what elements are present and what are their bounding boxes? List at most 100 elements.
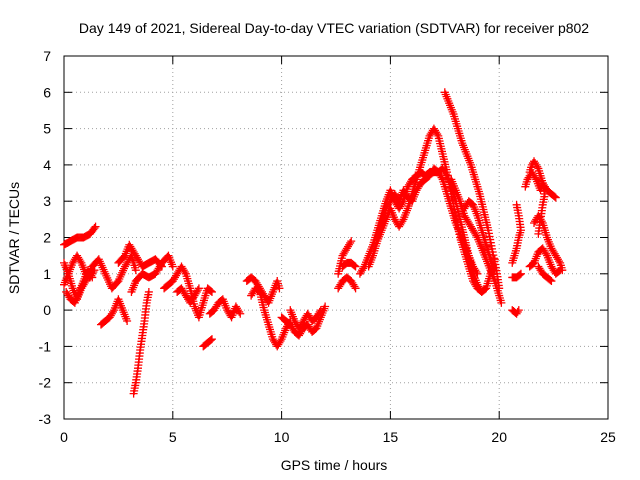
data-point: [533, 162, 542, 171]
data-point: [123, 316, 132, 325]
data-point: [513, 307, 522, 316]
series-arc-ae: [521, 168, 560, 202]
x-tick-label: 5: [169, 429, 177, 445]
y-tick-label: 6: [43, 84, 51, 100]
x-tick-label: 0: [60, 429, 68, 445]
data-point: [490, 266, 499, 275]
data-point: [119, 252, 128, 261]
data-point: [207, 287, 216, 296]
data-point: [472, 267, 481, 276]
data-point: [541, 249, 550, 258]
series-arc-ag: [534, 262, 556, 286]
series-arc-ac: [525, 244, 565, 278]
data-point: [398, 217, 407, 226]
data-point: [514, 306, 523, 315]
series-arc-w: [440, 88, 504, 293]
x-tick-label: 20: [491, 429, 507, 445]
grid-lines: [64, 56, 608, 419]
data-point: [546, 276, 555, 285]
y-tick-label: 2: [43, 230, 51, 246]
data-point: [550, 192, 559, 201]
data-point: [433, 130, 442, 139]
series-arc-q: [334, 273, 360, 293]
axis-ticks: 0 5 10 15 20 25 -3 -2 -1 0 1 2 3 4 5 6 7: [39, 48, 616, 445]
series-arc-f: [114, 240, 166, 271]
series-arc-y: [460, 197, 499, 275]
data-point: [91, 222, 100, 231]
x-tick-label: 25: [600, 429, 616, 445]
series-arc-ab: [508, 269, 525, 282]
data-point: [512, 200, 521, 209]
data-point: [359, 264, 368, 273]
data-point: [108, 307, 117, 316]
data-point: [437, 173, 446, 182]
data-point: [316, 306, 325, 315]
data-point: [351, 262, 360, 271]
data-point: [347, 237, 356, 246]
series-arc-u: [364, 124, 486, 296]
data-point: [472, 231, 481, 240]
series-arc-i: [160, 262, 216, 322]
data-point: [254, 287, 263, 296]
data-point: [555, 257, 564, 266]
data-point: [477, 287, 486, 296]
data-point: [346, 238, 355, 247]
series-arc-l: [205, 295, 245, 322]
x-axis-label: GPS time / hours: [281, 457, 388, 473]
data-point: [206, 287, 215, 296]
series-arc-k: [199, 335, 216, 351]
data-point: [87, 271, 96, 280]
data-point: [276, 336, 285, 345]
data-point: [315, 307, 324, 316]
chart-title: Day 149 of 2021, Sidereal Day-to-day VTE…: [79, 20, 589, 36]
y-tick-label: 7: [43, 48, 51, 64]
series-arc-aa: [508, 200, 525, 267]
data-point: [180, 267, 189, 276]
data-point: [88, 273, 97, 282]
series-arc-z: [508, 306, 523, 318]
data-point: [350, 282, 359, 291]
data-point: [236, 309, 245, 318]
data-point: [90, 224, 99, 233]
data-point: [168, 262, 177, 271]
data-point: [131, 266, 140, 275]
data-point: [534, 229, 543, 238]
y-tick-label: 3: [43, 193, 51, 209]
series-arc-v: [373, 164, 482, 278]
x-tick-label: 10: [274, 429, 290, 445]
data-point: [476, 287, 485, 296]
data-point: [547, 277, 556, 286]
y-tick-label: -3: [39, 411, 52, 427]
y-tick-label: 5: [43, 121, 51, 137]
series-arc-g: [127, 251, 177, 296]
y-axis-label: SDTVAR / TECUs: [6, 182, 22, 294]
y-tick-label: -1: [39, 338, 52, 354]
series-arc-s: [334, 237, 356, 278]
data-point: [194, 284, 203, 293]
data-point: [537, 217, 546, 226]
series-arc-h: [129, 287, 153, 398]
data-point: [473, 269, 482, 278]
y-tick-label: 0: [43, 302, 51, 318]
data-point: [497, 298, 506, 307]
data-point: [76, 257, 85, 266]
data-point: [531, 173, 540, 182]
data-point: [235, 307, 244, 316]
data-point: [551, 193, 560, 202]
data-point: [351, 284, 360, 293]
data-point: [144, 287, 153, 296]
data-point: [275, 284, 284, 293]
series-arc-j: [173, 284, 203, 307]
series-arc-af: [530, 211, 567, 275]
x-tick-label: 15: [383, 429, 399, 445]
series-arc-p: [286, 306, 325, 333]
data-point: [516, 269, 525, 278]
data-point: [558, 266, 567, 275]
data-point: [350, 261, 359, 270]
series-arc-m: [242, 273, 284, 307]
data-point: [193, 286, 202, 295]
data-point: [206, 336, 215, 345]
data-point: [207, 335, 216, 344]
data-point: [321, 302, 330, 311]
